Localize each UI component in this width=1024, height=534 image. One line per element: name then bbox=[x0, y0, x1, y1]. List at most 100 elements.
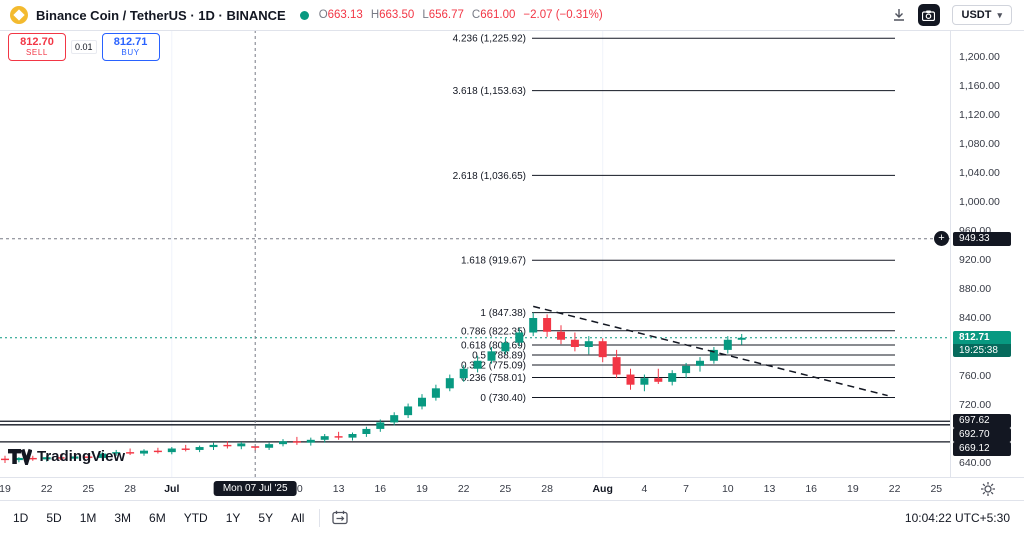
bottom-toolbar: 1D 5D 1M 3M 6M YTD 1Y 5Y All 10:04:22 UTC+5:30 bbox=[0, 500, 1024, 534]
range-button-1y[interactable]: 1Y bbox=[217, 507, 250, 529]
time-axis-tick: 19 bbox=[847, 483, 859, 495]
svg-text:0.236 (758.01): 0.236 (758.01) bbox=[461, 373, 526, 384]
time-axis-tick: 13 bbox=[332, 483, 345, 495]
screenshot-icon[interactable] bbox=[917, 4, 940, 26]
svg-text:0.382 (775.09): 0.382 (775.09) bbox=[461, 361, 526, 372]
price-axis-label: 1,040.00 bbox=[959, 167, 1000, 179]
svg-text:1.618 (919.67): 1.618 (919.67) bbox=[461, 256, 526, 267]
change-value: −2.07 (−0.31%) bbox=[523, 9, 603, 21]
low-value: 656.77 bbox=[428, 9, 464, 21]
low-label: L bbox=[422, 9, 429, 21]
time-axis-tick: 22 bbox=[888, 483, 901, 495]
currency-dropdown[interactable]: USDT ▾ bbox=[951, 5, 1012, 25]
sell-button[interactable]: 812.70 SELL bbox=[8, 33, 66, 61]
high-label: H bbox=[370, 9, 380, 21]
price-axis-label: 1,160.00 bbox=[959, 80, 1000, 92]
time-axis-tick: 4 bbox=[641, 483, 648, 495]
time-axis-tick: 13 bbox=[763, 483, 776, 495]
price-badge: 697.62 bbox=[953, 414, 1011, 429]
time-axis-tick: 10 bbox=[291, 483, 303, 495]
time-axis-tick: 25 bbox=[930, 483, 943, 495]
time-axis-tick: 25 bbox=[82, 483, 95, 495]
range-button-ytd[interactable]: YTD bbox=[175, 507, 217, 529]
time-axis-tick: 16 bbox=[805, 483, 818, 495]
add-alert-plus-icon[interactable]: + bbox=[934, 231, 949, 246]
header-actions: USDT ▾ bbox=[892, 4, 1024, 26]
currency-label: USDT bbox=[961, 9, 992, 21]
high-value: 663.50 bbox=[379, 9, 415, 21]
range-button-1m[interactable]: 1M bbox=[71, 507, 106, 529]
time-axis[interactable]: 19 22 25 28 Jul 10 13 16 19 22 25 28 Aug 4 7 10 13 16 19 22… bbox=[0, 477, 1024, 501]
price-axis-label: 920.00 bbox=[959, 254, 992, 266]
price-badge: 692.70 bbox=[953, 428, 1011, 443]
open-label: O bbox=[318, 9, 328, 21]
price-badge: 669.12 bbox=[953, 442, 1011, 457]
tradingview-monogram-icon bbox=[8, 448, 32, 465]
time-axis-tick: 22 bbox=[40, 483, 53, 495]
time-axis-tick: Jul bbox=[164, 483, 180, 495]
spread-value: 0.01 bbox=[71, 40, 97, 54]
calendar-icon bbox=[332, 510, 349, 525]
toolbar-divider bbox=[319, 508, 321, 527]
time-axis-tick: Aug bbox=[592, 483, 613, 495]
go-to-date-button[interactable] bbox=[326, 510, 354, 525]
bnb-coin-icon bbox=[10, 6, 28, 24]
buy-button[interactable]: 812.71 BUY bbox=[101, 33, 160, 61]
time-axis-tick: 25 bbox=[499, 483, 512, 495]
svg-text:4.236 (1,225.92): 4.236 (1,225.92) bbox=[453, 34, 526, 45]
time-axis-tick: 16 bbox=[374, 483, 387, 495]
range-selector: 1D 5D 1M 3M 6M YTD 1Y 5Y All bbox=[4, 507, 313, 529]
bar-countdown: 19:25:38 bbox=[953, 343, 1011, 357]
price-badge: 949.33 bbox=[953, 231, 1011, 246]
svg-text:0.786 (822.35): 0.786 (822.35) bbox=[461, 326, 526, 337]
time-axis-tick: 19 bbox=[416, 483, 428, 495]
chart-canvas[interactable]: 4.236 (1,225.92) 3.618 (1,153.63) 2.618 (1… bbox=[0, 30, 950, 477]
svg-text:2.618 (1,036.65): 2.618 (1,036.65) bbox=[453, 171, 526, 182]
price-axis[interactable]: 1,200.00 1,160.00 1,120.00 1,080.00 1,040.00… bbox=[950, 30, 1024, 477]
crosshair-date-tooltip: Mon 07 Jul '25 bbox=[213, 481, 297, 496]
sell-price: 812.70 bbox=[20, 36, 54, 48]
chart-header: Binance Coin / TetherUS · 1D · BINANCE O… bbox=[0, 0, 1024, 31]
price-axis-label: 1,200.00 bbox=[959, 51, 1000, 63]
time-axis-tick: 28 bbox=[124, 483, 136, 495]
close-label: C bbox=[471, 9, 481, 21]
order-panel: 812.70 SELL 0.01 812.71 BUY bbox=[8, 33, 160, 61]
range-button-1d[interactable]: 1D bbox=[4, 507, 37, 529]
time-axis-tick: 28 bbox=[541, 483, 553, 495]
ohlc-readout: O663.13 H663.50 L656.77 C661.00 −2.07 (−… bbox=[319, 9, 603, 21]
svg-text:1 (847.38): 1 (847.38) bbox=[480, 308, 526, 319]
time-axis-tick: 10 bbox=[721, 483, 734, 495]
range-button-5y[interactable]: 5Y bbox=[249, 507, 282, 529]
time-axis-tick: 22 bbox=[457, 483, 470, 495]
price-axis-label: 840.00 bbox=[959, 312, 992, 324]
svg-text:3.618 (1,153.63): 3.618 (1,153.63) bbox=[453, 86, 526, 97]
time-axis-tick: 7 bbox=[683, 483, 690, 495]
buy-price: 812.71 bbox=[113, 36, 148, 48]
download-icon[interactable] bbox=[892, 8, 906, 22]
range-button-3m[interactable]: 3M bbox=[105, 507, 140, 529]
current-price-badge: 812.71 19:25:38 bbox=[953, 330, 1011, 357]
clock-readout[interactable]: 10:04:22 UTC+5:30 bbox=[904, 510, 1010, 525]
price-axis-label: 1,080.00 bbox=[959, 138, 1000, 150]
price-axis-label: 720.00 bbox=[959, 399, 992, 411]
time-axis-tick: 19 bbox=[0, 483, 11, 495]
range-button-5d[interactable]: 5D bbox=[37, 507, 70, 529]
price-axis-label: 880.00 bbox=[959, 283, 992, 295]
chevron-down-icon: ▾ bbox=[997, 9, 1002, 20]
tradingview-logo[interactable]: TradingView bbox=[8, 448, 125, 465]
tradingview-logo-text: TradingView bbox=[37, 448, 126, 465]
gear-icon[interactable] bbox=[980, 481, 996, 497]
sell-label: SELL bbox=[26, 48, 48, 57]
price-axis-label: 760.00 bbox=[959, 370, 992, 382]
range-button-6m[interactable]: 6M bbox=[140, 507, 175, 529]
range-button-all[interactable]: All bbox=[282, 507, 313, 529]
price-axis-label: 1,000.00 bbox=[959, 196, 1000, 208]
open-value: 663.13 bbox=[327, 9, 363, 21]
series-marker-icon bbox=[299, 10, 309, 20]
symbol-title[interactable]: Binance Coin / TetherUS · 1D · BINANCE bbox=[36, 7, 286, 23]
svg-text:0.5 (788.89): 0.5 (788.89) bbox=[472, 351, 526, 362]
svg-text:0 (730.40): 0 (730.40) bbox=[480, 393, 526, 404]
price-axis-label: 640.00 bbox=[959, 457, 992, 469]
buy-label: BUY bbox=[121, 48, 140, 57]
